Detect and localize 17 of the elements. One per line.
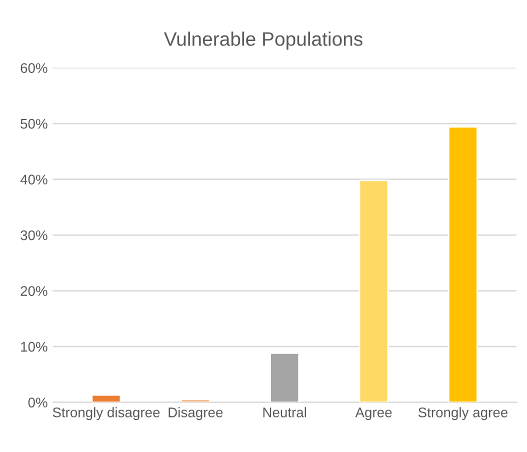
x-tick-label: Strongly disagree [52,407,160,420]
x-tick-label: Disagree [168,407,223,420]
x-tick-label: Neutral [263,407,306,418]
y-tick-label: 30% [20,230,48,240]
bar [91,394,122,402]
x-tick-label: Strongly agree [418,407,508,420]
y-tick-label: 0% [28,398,48,408]
y-tick-label: 50% [20,118,48,129]
bar [448,126,478,402]
y-tick-label: 60% [20,63,48,73]
y-tick-label: 40% [20,174,48,184]
bar [358,180,389,402]
y-tick-label: 20% [20,286,48,296]
bar [270,352,300,402]
x-tick-label: Agree [355,408,392,420]
y-tick-label: 10% [21,342,48,352]
chart-title: Vulnerable Populations [164,32,362,50]
